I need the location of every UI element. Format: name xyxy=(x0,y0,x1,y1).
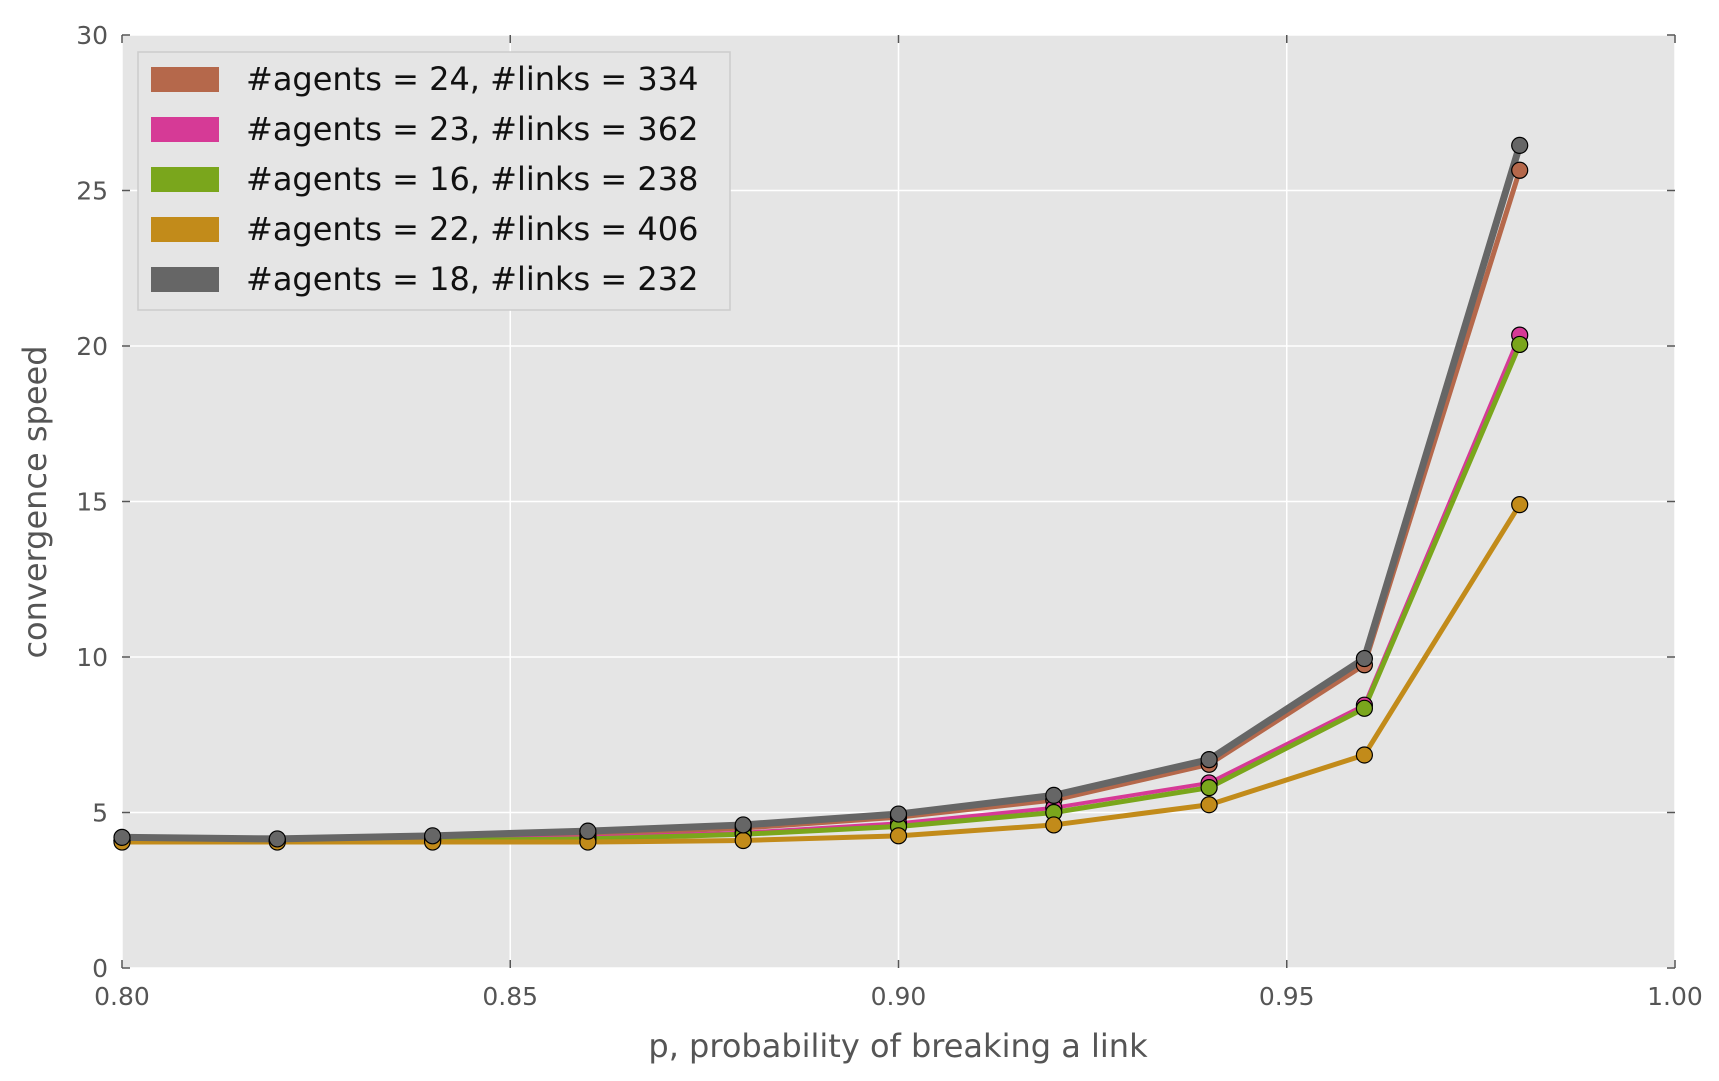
axis-ticks: 0.80 0.85 0.90 0.95 1.00 0 5 10 15 20 25 30 xyxy=(76,21,1703,1011)
series-line-4 xyxy=(122,503,1522,845)
data-point xyxy=(113,828,131,846)
y-tick-label: 5 xyxy=(92,799,108,828)
data-point xyxy=(1200,779,1218,797)
legend-swatch xyxy=(151,167,219,192)
data-point xyxy=(268,830,286,848)
data-point xyxy=(1200,796,1218,814)
legend: #agents = 24, #links = 334 #agents = 23, … xyxy=(137,51,731,311)
legend-swatch xyxy=(151,117,219,142)
data-point xyxy=(734,831,752,850)
series-markers xyxy=(113,136,1529,851)
data-point xyxy=(1511,136,1529,155)
legend-swatch xyxy=(151,67,219,92)
series-lines xyxy=(121,144,1524,845)
grid xyxy=(121,34,1676,969)
legend-box xyxy=(137,51,731,311)
legend-swatch xyxy=(151,267,219,292)
data-point xyxy=(1355,699,1374,717)
data-point xyxy=(1511,496,1529,514)
data-point xyxy=(1355,746,1374,764)
x-tick-label: 0.95 xyxy=(1259,982,1315,1011)
legend-label: #agents = 23, #links = 362 xyxy=(246,110,698,148)
data-point xyxy=(1200,751,1218,769)
x-tick-label: 0.80 xyxy=(94,982,150,1011)
legend-label: #agents = 24, #links = 334 xyxy=(246,60,698,98)
legend-label: #agents = 22, #links = 406 xyxy=(246,210,698,248)
y-tick-label: 25 xyxy=(76,177,108,206)
data-point xyxy=(424,827,442,845)
data-point xyxy=(579,822,597,840)
data-point xyxy=(1045,786,1063,804)
y-tick-label: 15 xyxy=(76,488,108,517)
series-line-5 xyxy=(121,144,1524,843)
y-tick-label: 0 xyxy=(92,954,108,983)
y-axis-label: convergence speed xyxy=(16,345,54,658)
data-point xyxy=(1511,161,1529,179)
legend-label: #agents = 16, #links = 238 xyxy=(246,160,698,198)
data-point xyxy=(889,827,908,845)
x-tick-label: 0.85 xyxy=(482,982,538,1011)
data-point xyxy=(1045,816,1063,834)
legend-swatch xyxy=(151,217,219,242)
x-tick-label: 1.00 xyxy=(1647,982,1703,1011)
y-tick-label: 30 xyxy=(76,21,108,50)
x-tick-label: 0.90 xyxy=(871,982,927,1011)
y-tick-label: 10 xyxy=(76,643,108,672)
data-point xyxy=(1355,649,1374,668)
data-point xyxy=(734,816,752,834)
data-point xyxy=(889,805,908,823)
legend-label: #agents = 18, #links = 232 xyxy=(246,260,698,298)
data-point xyxy=(1511,335,1529,354)
x-axis-label: p, probability of breaking a link xyxy=(648,1027,1148,1065)
y-tick-label: 20 xyxy=(76,332,108,361)
